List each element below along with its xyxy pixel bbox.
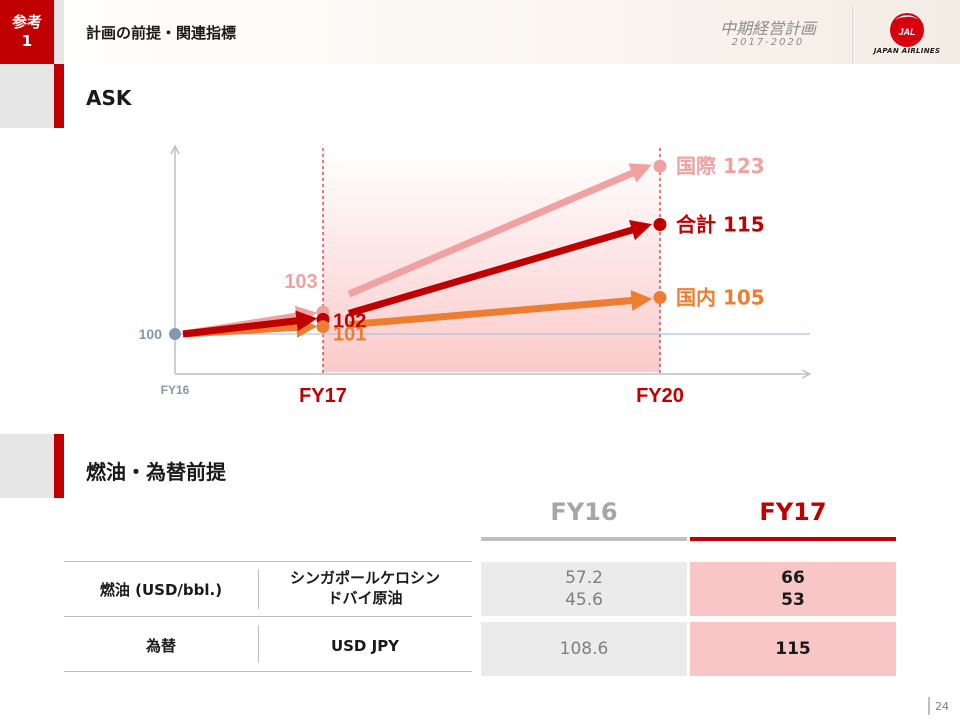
table-row-divider — [64, 671, 472, 672]
fuel-sub-label-line: ドバイ原油 — [327, 589, 403, 607]
page-number: 24 — [935, 700, 949, 713]
fx-fy16-cell: 108.6 — [481, 622, 687, 676]
international-point-fy20 — [653, 159, 667, 173]
baseline-label: 100 — [139, 326, 163, 342]
reference-badge: 参考 1 — [0, 0, 54, 64]
table-column-divider — [258, 625, 259, 663]
jal-logo: JAL — [890, 13, 924, 47]
fx-fy16-value: 108.6 — [559, 639, 609, 659]
logo-divider — [852, 6, 853, 64]
table-row-divider — [64, 616, 472, 617]
total-point-fy20 — [653, 218, 667, 231]
fx-fy17-cell: 115 — [690, 622, 896, 676]
fx-row-label: 為替 — [145, 637, 176, 655]
column-rule-fy16 — [481, 537, 687, 541]
logo-text: JAPAN AIRLINES — [873, 47, 941, 55]
domestic-segment-fy17-fy20 — [348, 290, 653, 329]
logo-mark: JAL — [898, 27, 915, 37]
total-segment-fy17-fy20 — [348, 219, 653, 317]
column-header-fy17: FY17 — [759, 498, 827, 526]
table-row-divider — [64, 561, 472, 562]
column-rule-fy17 — [690, 537, 896, 541]
x-tick-label-fy17: FY17 — [299, 385, 347, 407]
fuel-fy16-value: 57.2 — [565, 568, 603, 588]
international-segment-fy17-fy20 — [347, 163, 652, 298]
page-title: 計画の前提・関連指標 — [86, 24, 237, 42]
fuel-fy17-value: 53 — [781, 590, 805, 610]
fuel-fy17-cell: 66 53 — [690, 562, 896, 616]
top-bar — [0, 0, 960, 64]
fuel-fy17-value: 66 — [781, 568, 805, 588]
domestic-label-fy17: 101 — [333, 324, 366, 346]
fuel-row-label: 燃油 (USD/bbl.) — [99, 581, 223, 599]
total-label-fy20: 合計 115 — [676, 213, 765, 237]
plan-name: 中期経営計画 — [719, 19, 816, 38]
fx-row-sub-label: USD JPY — [330, 637, 400, 655]
international-label-fy17: 103 — [284, 271, 317, 293]
y-axis-arrow — [170, 144, 180, 155]
reference-label: 参考 — [11, 13, 42, 31]
page-number-bar — [928, 697, 930, 715]
international-label-fy20: 国際 123 — [676, 154, 765, 178]
domestic-point-fy17 — [316, 320, 330, 334]
fuel-sub-label-line: シンガポールケロシン — [289, 569, 440, 587]
ask-section-bar — [0, 64, 54, 128]
total-label-fy17: 102 — [333, 310, 366, 332]
x-tick-label-fy16: FY16 — [161, 383, 190, 397]
x-axis-arrow — [801, 369, 812, 379]
fuel-section-accent — [54, 434, 64, 498]
plan-years: 2017-2020 — [731, 37, 805, 48]
domestic-label-fy20: 国内 105 — [676, 286, 765, 310]
x-tick-label-fy20: FY20 — [636, 385, 684, 407]
fuel-section-bar — [0, 434, 54, 498]
header-strip — [54, 0, 64, 64]
total-segment-fy16-fy17 — [182, 310, 318, 338]
baseline-point — [169, 328, 181, 340]
reference-number: 1 — [21, 32, 33, 50]
column-header-fy16: FY16 — [550, 498, 618, 526]
ask-section-accent — [54, 64, 64, 128]
fuel-fy16-value: 45.6 — [565, 590, 603, 610]
ask-section-title: ASK — [86, 86, 132, 110]
domestic-point-fy20 — [653, 291, 667, 304]
table-column-divider — [258, 569, 259, 609]
fuel-section-title: 燃油・為替前提 — [86, 460, 226, 484]
fuel-row-sub-label: シンガポールケロシン ドバイ原油 — [258, 568, 472, 608]
fuel-fy16-cell: 57.2 45.6 — [481, 562, 687, 616]
fx-fy17-value: 115 — [775, 639, 811, 659]
